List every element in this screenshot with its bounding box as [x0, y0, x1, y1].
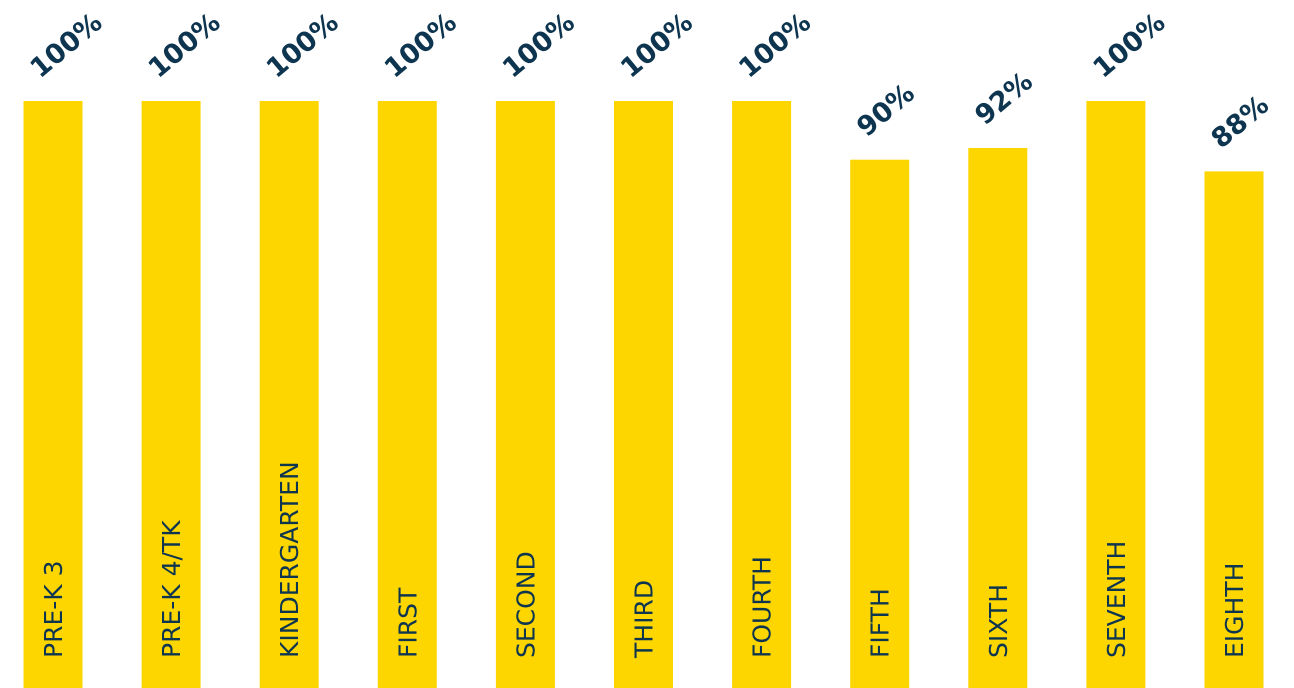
value-label: 100% [143, 7, 227, 84]
bar [1086, 101, 1146, 688]
bar [850, 159, 910, 688]
bar-group-pre-k-3: PRE-K 3 100% [23, 7, 109, 688]
bar-group-seventh: SEVENTH 100% [1086, 7, 1171, 688]
bar-group-pre-k-4-tk: PRE-K 4/TK 100% [141, 7, 227, 688]
bar [968, 148, 1028, 688]
value-label: 100% [497, 7, 581, 84]
value-label: 100% [733, 7, 817, 84]
bar-group-eighth: EIGHTH 88% [1204, 90, 1275, 688]
bar-group-kindergarten: KINDERGARTEN 100% [259, 7, 345, 688]
bar-group-first: FIRST 100% [377, 7, 463, 688]
bar [732, 101, 792, 688]
value-label: 100% [25, 7, 109, 84]
value-label: 100% [615, 7, 699, 84]
category-label: THIRD [630, 580, 659, 659]
bar [495, 101, 555, 688]
category-label: PRE-K 3 [39, 560, 68, 658]
category-label: FIFTH [866, 588, 895, 658]
bar [259, 101, 319, 688]
category-label: KINDERGARTEN [275, 461, 304, 658]
bar [141, 101, 201, 688]
category-label: FOURTH [748, 556, 777, 658]
value-label: 100% [379, 7, 463, 84]
bar [1204, 171, 1264, 688]
bar [614, 101, 673, 688]
value-label: 90% [851, 78, 920, 143]
value-label: 100% [261, 7, 345, 84]
bar [377, 101, 437, 688]
bar-group-sixth: SIXTH 92% [968, 66, 1039, 688]
category-label: SIXTH [984, 584, 1013, 658]
category-label: EIGHTH [1220, 563, 1249, 658]
category-label: SECOND [511, 551, 540, 658]
value-label: 88% [1206, 90, 1275, 155]
bar-group-third: THIRD 100% [614, 7, 699, 688]
bar-group-fourth: FOURTH 100% [732, 7, 817, 688]
bar [23, 101, 83, 688]
value-label: 92% [969, 66, 1038, 131]
bar-group-fifth: FIFTH 90% [850, 78, 921, 688]
value-label: 100% [1087, 7, 1171, 84]
bar-group-second: SECOND 100% [495, 7, 581, 688]
category-label: FIRST [393, 587, 422, 658]
category-label: PRE-K 4/TK [157, 520, 186, 658]
category-label: SEVENTH [1102, 541, 1131, 658]
